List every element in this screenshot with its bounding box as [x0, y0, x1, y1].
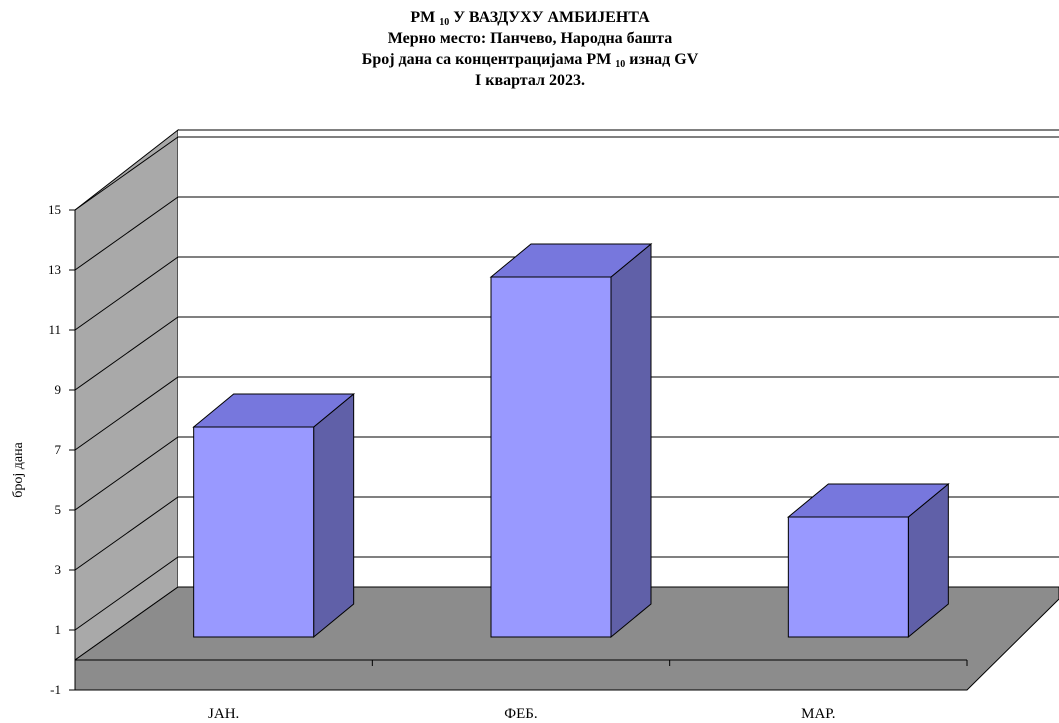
gridline	[74, 556, 179, 631]
bar	[192, 392, 356, 639]
x-tick-label: МАР.	[801, 706, 835, 722]
gridline	[74, 436, 179, 511]
bar	[786, 482, 950, 639]
y-axis-title: број дана	[11, 441, 26, 497]
bar-front	[787, 516, 909, 638]
gridline	[74, 136, 179, 211]
bar-side	[610, 242, 652, 639]
y-tick-label: 1	[55, 622, 62, 637]
y-tick-label: -1	[50, 682, 61, 697]
chart-title-line: I квартал 2023.	[475, 72, 585, 89]
gridline	[74, 316, 179, 391]
side-wall	[74, 128, 179, 661]
gridline	[74, 196, 179, 271]
y-tick-label: 7	[55, 442, 62, 457]
bar-side	[313, 392, 355, 639]
y-tick-label: 13	[48, 262, 61, 277]
gridline	[74, 496, 179, 571]
x-tick-label: ЈАН.	[208, 706, 239, 722]
chart-title-line: PM 10 У ВАЗДУХУ АМБИЈЕНТА	[410, 9, 650, 28]
y-tick-label: 9	[55, 382, 62, 397]
y-tick-label: 15	[48, 202, 61, 217]
bar	[489, 242, 653, 639]
chart-title: PM 10 У ВАЗДУХУ АМБИЈЕНТА Мерно место: Па…	[362, 9, 699, 89]
gridline	[74, 256, 179, 331]
x-tick-label: ФЕБ.	[504, 706, 537, 722]
y-tick-label: 11	[48, 322, 61, 337]
gridline	[74, 376, 179, 451]
y-tick-label: 3	[55, 562, 62, 577]
bar-front	[193, 426, 315, 638]
bar-front	[490, 276, 612, 638]
chart-title-line: Мерно место: Панчево, Народна башта	[388, 30, 672, 47]
bars	[192, 242, 950, 639]
chart-title-line: Број дана са концентрацијама PM 10 изнад…	[362, 51, 699, 70]
y-tick-label: 5	[55, 502, 62, 517]
